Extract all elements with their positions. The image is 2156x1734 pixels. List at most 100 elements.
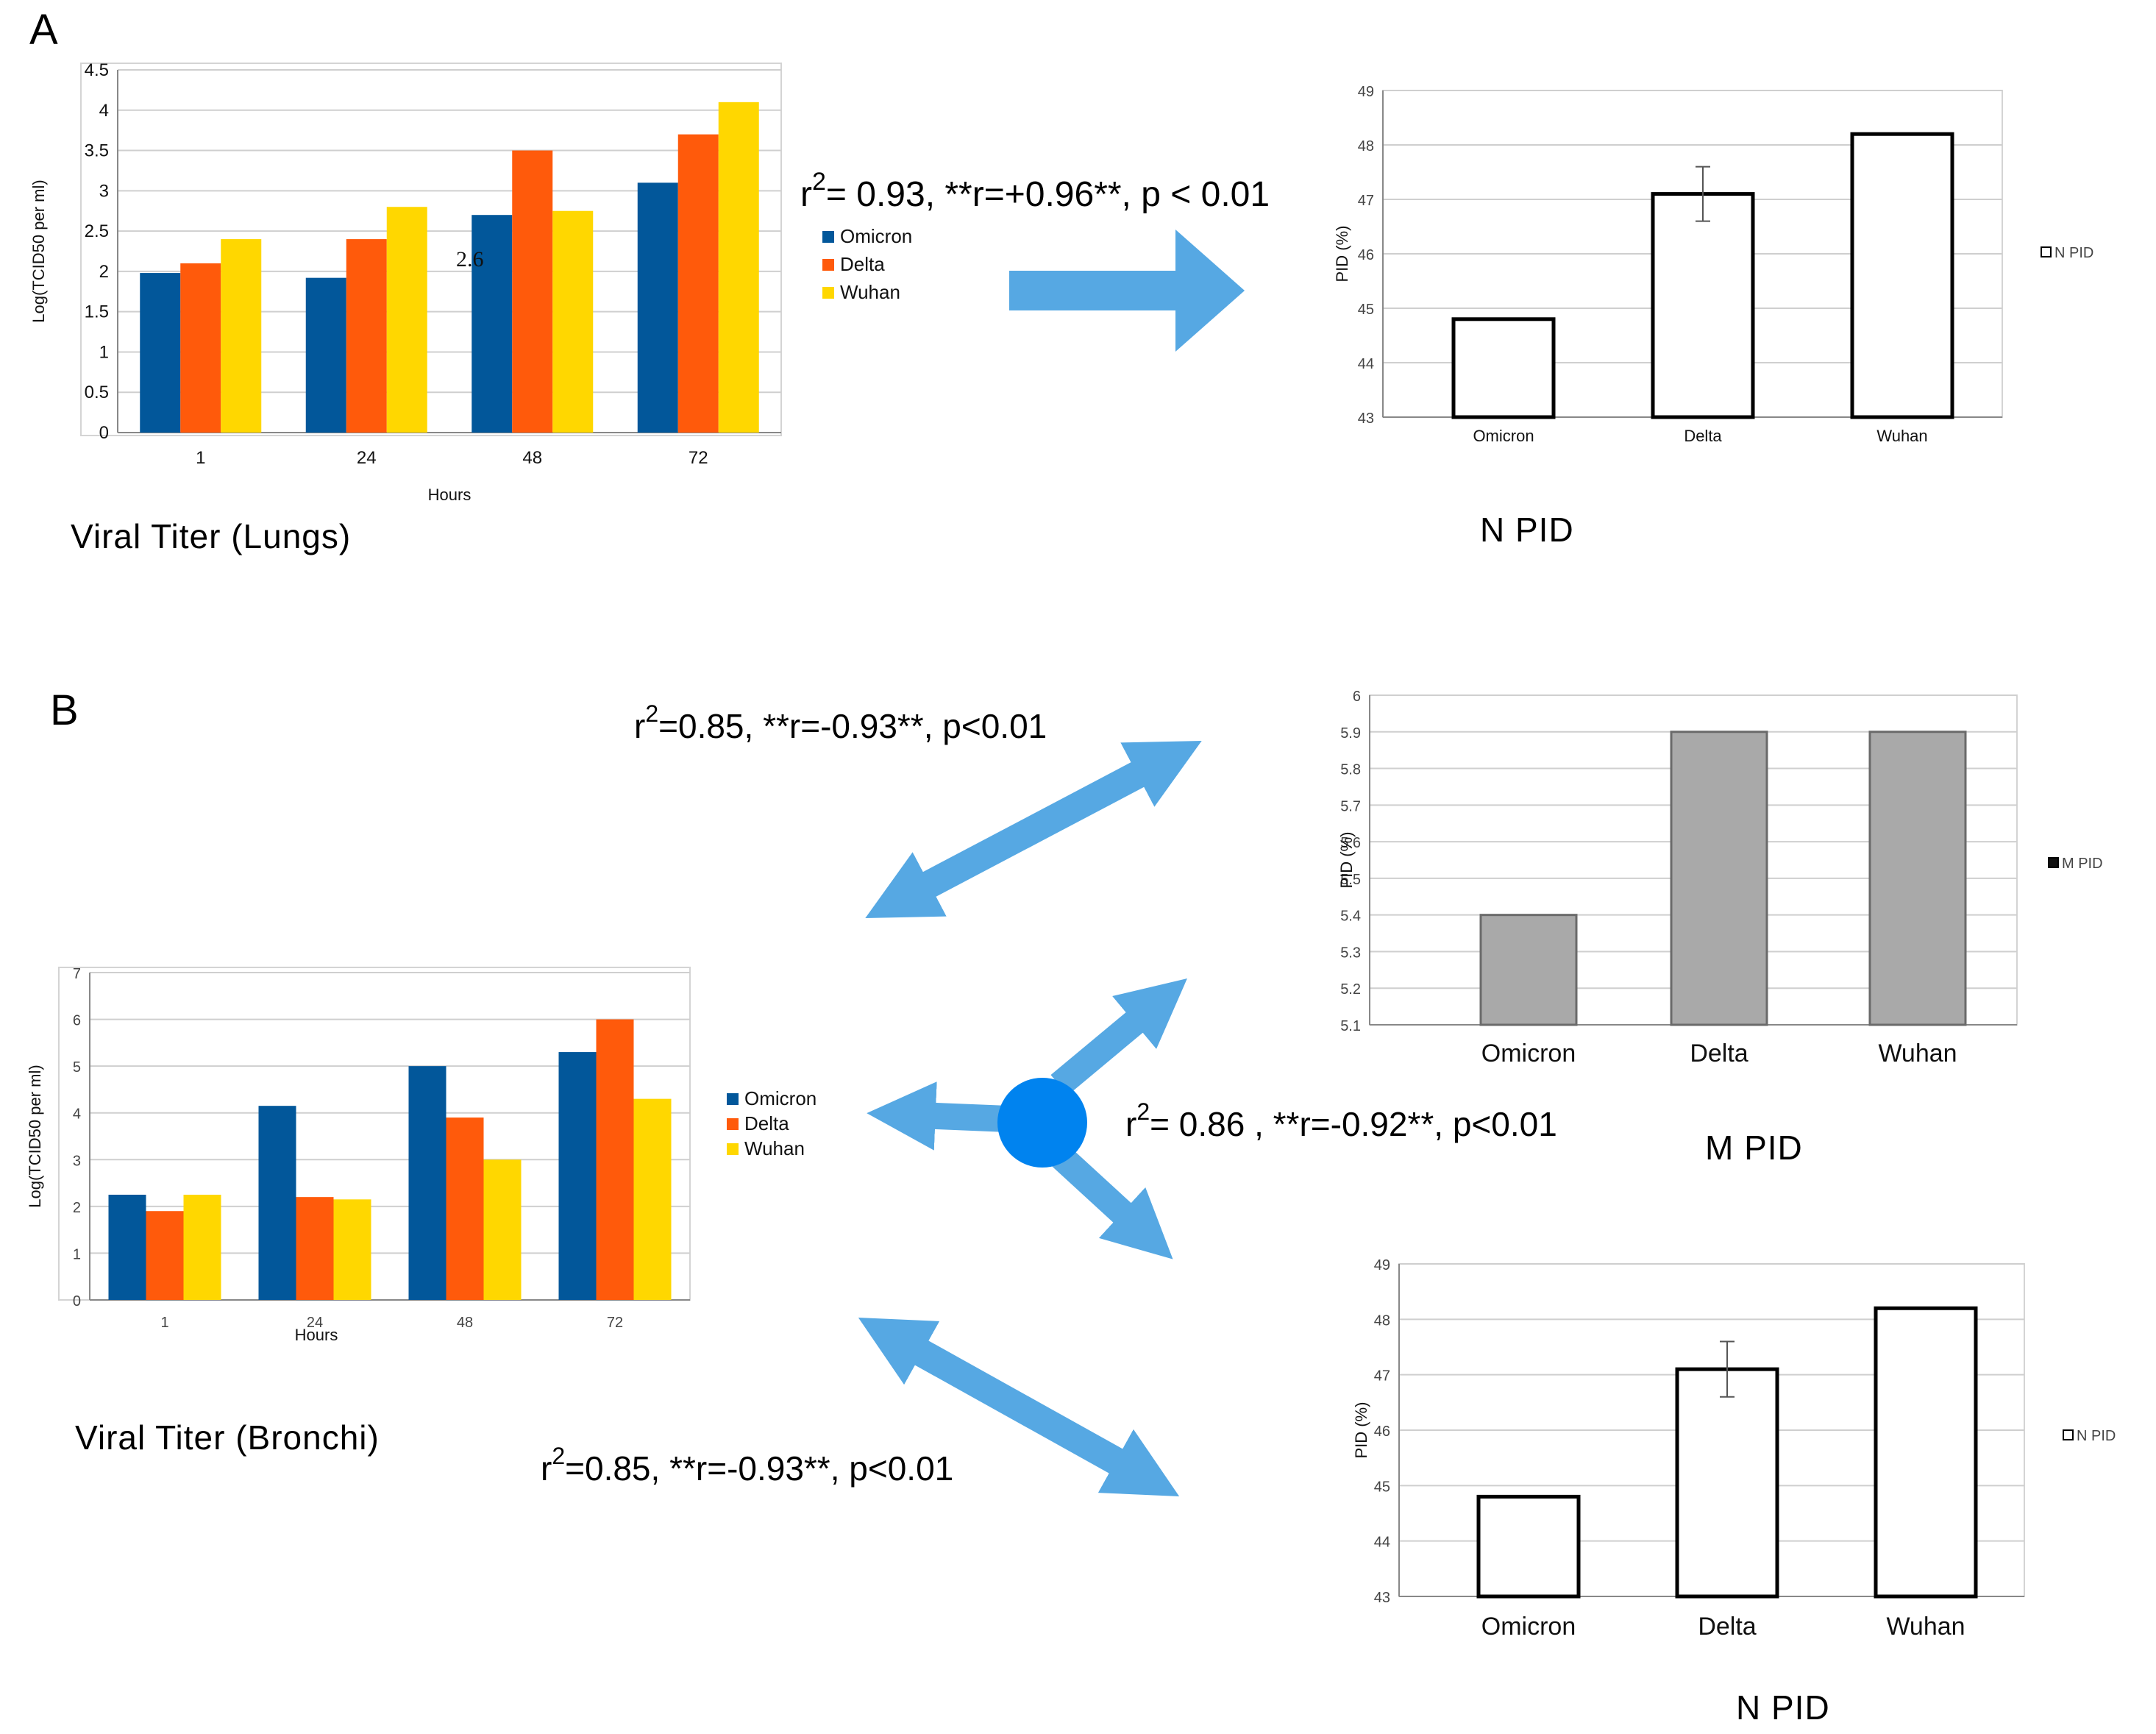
lungs-x-tick-label: 48 (522, 448, 542, 468)
lungs-legend-label-wuhan: Wuhan (840, 281, 900, 303)
mpid-y-tick-label: 5.7 (1340, 798, 1361, 814)
n-pid-top-chart: 43 44 45 46 47 48 49 PID (%) Omicron Delta Wuhan N … (1333, 84, 2093, 445)
bronchi-y-tick-label: 2 (73, 1200, 81, 1216)
stat-lungs-n-pid: r2= 0.93, **r=+0.96**, p < 0.01 (800, 168, 1270, 214)
lungs-caption: Viral Titer (Lungs) (71, 517, 351, 555)
npid_top-bar-wuhan (1850, 132, 1954, 419)
npid_top-bar-delta (1651, 192, 1755, 419)
npid_top-y-tick-label: 47 (1358, 193, 1374, 209)
bronchi-legend-swatch-delta (727, 1118, 739, 1130)
bronchi-x-axis-title: Hours (295, 1326, 338, 1344)
stat-bronchi-m-pid-rest: =0.85, **r=-0.93**, p<0.01 (658, 707, 1047, 745)
mpid-bar-omicron (1479, 914, 1578, 1026)
mpid-bar-delta (1670, 731, 1768, 1026)
lungs-legend-swatch-omicron (822, 231, 834, 243)
npid_top-y-tick-label: 43 (1358, 411, 1374, 427)
arrow-hub-down-right (1050, 1145, 1173, 1259)
lungs-bar-wuhan (552, 210, 594, 433)
bronchi-legend-label-wuhan: Wuhan (744, 1137, 805, 1159)
mpid-y-tick-label: 5.6 (1340, 835, 1361, 851)
bronchi-legend-swatch-wuhan (727, 1143, 739, 1155)
bronchi-y-axis-title: Log(TCID50 per ml) (26, 1065, 44, 1207)
npid_top-y-axis-title: PID (%) (1333, 226, 1351, 283)
bronchi-bar-omicron (258, 1106, 296, 1300)
mpid-y-tick-label: 5.9 (1340, 725, 1361, 742)
npid_bottom-legend-swatch (2063, 1429, 2074, 1440)
npid_top-y-tick-label: 45 (1358, 302, 1374, 318)
lungs-x-axis-title: Hours (428, 486, 472, 504)
mpid-y-tick-label: 6 (1353, 689, 1361, 705)
double-arrow-bronchi-m-pid (865, 740, 1202, 919)
bronchi-bar-delta (446, 1117, 484, 1300)
stat-center-sup: 2 (1136, 1098, 1150, 1125)
npid_bottom-x-category-label: Omicron (1481, 1613, 1576, 1641)
stat-bronchi-n-pid-sup: 2 (552, 1443, 565, 1469)
arrow-hub-up-right (1050, 978, 1187, 1095)
lungs-bar-delta (346, 239, 387, 433)
npid_bottom-y-tick-label: 43 (1374, 1590, 1390, 1606)
arrow-lungs-to-n-pid (1009, 230, 1245, 352)
npid_top-y-tick-label: 44 (1358, 356, 1374, 372)
lungs-y-tick-label: 1 (99, 342, 109, 362)
npid_top-x-category-label: Omicron (1473, 427, 1534, 445)
bronchi-legend-label-delta: Delta (744, 1112, 789, 1134)
lungs-bar-wuhan (221, 239, 262, 433)
npid_top-x-category-label: Wuhan (1876, 427, 1927, 445)
bronchi-bar-wuhan (483, 1159, 522, 1300)
stat-center-rest: = 0.86 , **r=-0.92**, p<0.01 (1150, 1105, 1557, 1143)
lungs-bar-omicron (472, 215, 513, 433)
npid_bottom-bar-wuhan (1874, 1306, 1978, 1599)
npid_top-legend-label: N PID (2054, 245, 2093, 261)
bronchi-y-tick-label: 7 (73, 966, 81, 982)
npid_bottom-bar-delta (1675, 1367, 1779, 1599)
lungs-bar-omicron (140, 273, 181, 433)
n-pid-bottom-caption: N PID (1736, 1688, 1830, 1727)
bronchi-bar-omicron (108, 1194, 146, 1300)
lungs-y-tick-label: 0.5 (85, 383, 109, 402)
stat-bronchi-m-pid: r2=0.85, **r=-0.93**, p<0.01 (634, 700, 1047, 745)
bronchi-y-tick-label: 1 (73, 1246, 81, 1262)
lungs-y-tick-label: 0 (99, 423, 109, 443)
bronchi-bar-omicron (558, 1052, 597, 1300)
npid_bottom-y-axis-title: PID (%) (1352, 1402, 1370, 1459)
lungs-bar-omicron (637, 182, 678, 433)
npid_top-y-tick-label: 48 (1358, 138, 1374, 154)
npid_top-y-tick-label: 49 (1358, 84, 1374, 100)
npid_bottom-legend-label: N PID (2077, 1428, 2116, 1444)
npid_bottom-y-tick-label: 45 (1374, 1479, 1390, 1495)
bronchi-x-tick-label: 1 (160, 1315, 168, 1331)
stat-lungs-n-pid-sup: 2 (812, 168, 826, 196)
npid_top-bar-omicron (1451, 317, 1556, 419)
lungs-legend-swatch-delta (822, 259, 834, 271)
npid_bottom-y-tick-label: 47 (1374, 1368, 1390, 1385)
npid_bottom-bar-omicron (1476, 1494, 1581, 1599)
lungs-bar-delta (677, 134, 719, 433)
stat-bronchi-m-pid-sup: 2 (645, 700, 658, 727)
stat-lungs-n-pid-rest: = 0.93, **r=+0.96**, p < 0.01 (826, 175, 1270, 214)
lungs-bar-wuhan (386, 207, 427, 433)
lungs-annotation: 2.6 (456, 247, 484, 271)
mpid-x-category-label: Wuhan (1878, 1040, 1957, 1067)
npid_bottom-x-category-label: Delta (1698, 1613, 1756, 1641)
lungs-bar-delta (180, 263, 221, 433)
n-pid-top-caption: N PID (1480, 511, 1574, 549)
bronchi-y-tick-label: 4 (73, 1106, 81, 1123)
bronchi-bar-omicron (408, 1066, 447, 1300)
stat-bronchi-n-pid: r2=0.85, **r=-0.93**, p<0.01 (541, 1443, 953, 1488)
bronchi-bar-delta (146, 1211, 184, 1300)
bronchi-bar-wuhan (183, 1194, 221, 1300)
mpid-bar-wuhan (1868, 731, 1967, 1026)
bronchi-y-tick-label: 3 (73, 1153, 81, 1169)
bronchi-legend-label-omicron: Omicron (744, 1087, 816, 1109)
lungs-viral-titer-chart: 0 0.5 1 1.5 2 2.5 3 3.5 4 4.5 Log(TCID50 per ml) 1 2… (29, 60, 912, 504)
lungs-y-tick-label: 1.5 (85, 302, 109, 322)
bronchi-legend-swatch-omicron (727, 1093, 739, 1105)
stat-bronchi-m-pid-r: r (634, 707, 645, 745)
panel-b-letter: B (50, 686, 79, 734)
lungs-x-tick-label: 24 (357, 448, 377, 468)
npid_bottom-x-category-label: Wuhan (1886, 1613, 1965, 1641)
hub-dot (997, 1078, 1087, 1168)
npid_bottom-y-tick-label: 46 (1374, 1424, 1390, 1440)
bronchi-x-tick-label: 24 (307, 1315, 323, 1331)
bronchi-bar-delta (596, 1019, 634, 1300)
